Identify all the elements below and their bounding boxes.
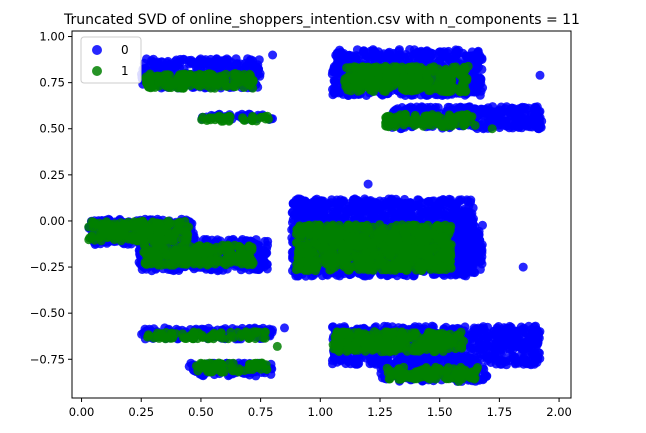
data-point — [492, 332, 502, 341]
data-point — [456, 227, 465, 237]
data-point — [405, 45, 415, 54]
data-point — [482, 333, 492, 343]
data-point — [336, 356, 346, 366]
points-layer — [84, 45, 547, 386]
data-point — [317, 199, 327, 208]
data-point — [486, 116, 496, 126]
data-point — [187, 57, 197, 67]
data-point — [519, 352, 529, 362]
data-point — [495, 356, 505, 365]
data-point — [464, 254, 474, 264]
data-point — [335, 67, 345, 77]
data-point — [417, 204, 427, 214]
data-point — [451, 103, 461, 113]
data-point — [254, 55, 264, 65]
data-point — [218, 61, 228, 71]
data-point — [326, 198, 336, 208]
data-point — [352, 45, 362, 55]
data-point — [430, 208, 440, 218]
data-point — [506, 325, 516, 335]
data-point — [366, 196, 376, 205]
data-point — [328, 84, 337, 94]
data-point — [327, 69, 337, 79]
data-point — [413, 195, 423, 205]
data-point — [241, 62, 251, 72]
data-point — [297, 200, 307, 210]
data-point — [531, 103, 541, 113]
data-point — [474, 55, 484, 65]
data-point — [394, 53, 404, 62]
data-point — [308, 201, 318, 211]
data-point — [331, 50, 341, 60]
data-point — [504, 356, 514, 365]
data-point — [454, 195, 464, 205]
data-point — [487, 342, 497, 352]
data-point — [463, 196, 472, 206]
data-point — [504, 107, 514, 117]
data-point — [341, 51, 351, 61]
data-point — [479, 118, 489, 128]
data-point — [417, 102, 427, 112]
data-point — [384, 47, 394, 57]
data-point — [470, 68, 480, 78]
data-point — [357, 207, 367, 217]
data-point — [420, 50, 430, 60]
data-point — [431, 102, 440, 112]
data-point — [524, 332, 534, 342]
data-point — [502, 121, 512, 131]
data-point — [394, 45, 404, 55]
data-point — [452, 50, 461, 60]
data-point — [470, 222, 480, 232]
data-point — [256, 262, 266, 272]
data-point — [471, 345, 481, 355]
data-point — [440, 51, 450, 61]
data-point — [406, 210, 416, 220]
data-point — [369, 210, 379, 220]
data-point — [329, 62, 339, 72]
data-point — [199, 57, 209, 67]
data-point — [232, 59, 242, 69]
data-point — [470, 104, 480, 114]
data-point — [366, 47, 376, 57]
data-point — [377, 206, 387, 216]
data-point — [533, 326, 542, 336]
data-point — [496, 348, 505, 358]
data-point — [477, 252, 487, 262]
data-point — [515, 107, 525, 117]
data-point — [525, 116, 535, 126]
chart-title: Truncated SVD of online_shoppers_intenti… — [63, 12, 580, 28]
data-point — [472, 87, 481, 97]
data-point — [531, 121, 541, 131]
data-point — [252, 62, 262, 72]
data-point — [466, 354, 476, 364]
data-point — [522, 343, 531, 353]
data-point — [458, 242, 468, 252]
data-point — [296, 212, 306, 222]
data-point — [482, 106, 492, 116]
data-point — [452, 206, 462, 216]
data-point — [263, 236, 273, 246]
data-point — [349, 199, 359, 209]
